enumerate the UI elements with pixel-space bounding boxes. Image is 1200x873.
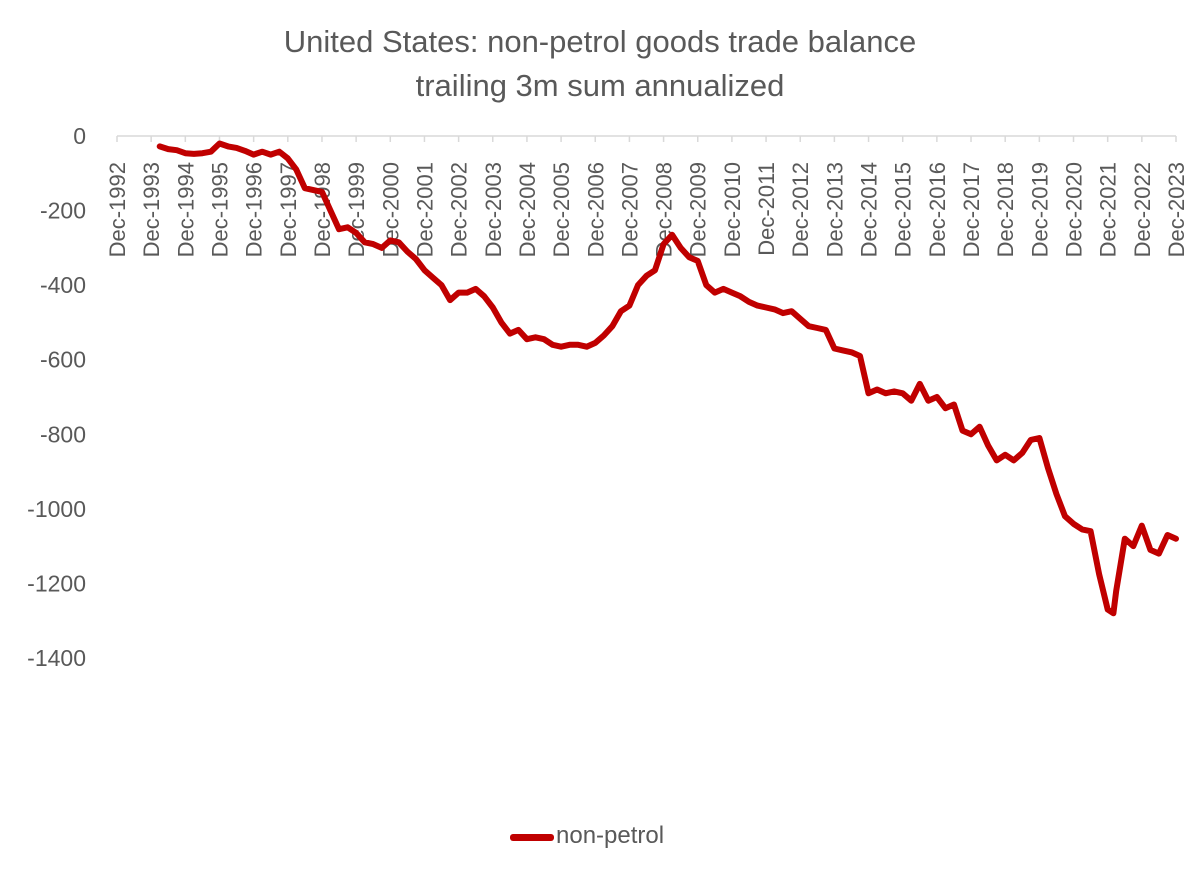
y-tick-label: -400 [40, 272, 86, 298]
y-tick-label: -800 [40, 421, 86, 447]
x-tick-label: Dec-1993 [139, 162, 164, 257]
x-tick-label: Dec-2021 [1096, 162, 1121, 257]
x-tick-label: Dec-1997 [276, 162, 301, 257]
x-tick-label: Dec-2011 [754, 162, 779, 256]
x-tick-label: Dec-1994 [173, 162, 198, 257]
chart-title: United States: non-petrol goods trade ba… [283, 24, 917, 59]
x-tick-label: Dec-1996 [242, 162, 267, 257]
y-tick-label: 0 [73, 123, 86, 149]
x-tick-label: Dec-2020 [1062, 162, 1087, 257]
x-tick-label: Dec-1995 [207, 162, 232, 257]
x-tick-label: Dec-2016 [925, 162, 950, 257]
x-tick-label: Dec-1992 [105, 162, 130, 257]
x-tick-label: Dec-2023 [1164, 162, 1189, 257]
x-tick-label: Dec-2017 [959, 162, 984, 257]
x-axis-tick-labels: Dec-1992 Dec-1993 Dec-1994 Dec-1995 Dec-1996… [105, 162, 1189, 257]
x-tick-label: Dec-2002 [447, 162, 472, 257]
y-tick-label: -200 [40, 198, 86, 224]
x-tick-label: Dec-2010 [720, 162, 745, 257]
chart-subtitle: trailing 3m sum annualized [415, 68, 785, 103]
series-line-non-petrol [156, 140, 1179, 617]
legend-swatch-non-petrol [510, 834, 554, 841]
x-tick-label: Dec-2015 [891, 162, 916, 257]
x-tick-label: Dec-2005 [549, 162, 574, 257]
x-tick-label: Dec-2004 [515, 162, 540, 257]
series-lines [156, 140, 1179, 617]
y-tick-label: -1000 [27, 496, 86, 522]
y-tick-label: -1200 [27, 570, 86, 596]
x-tick-label: Dec-2006 [583, 162, 608, 257]
x-tick-label: Dec-2007 [617, 162, 642, 257]
y-tick-label: -600 [40, 347, 86, 373]
x-tick-label: Dec-2022 [1130, 162, 1155, 257]
x-tick-label: Dec-2001 [412, 162, 437, 257]
x-tick-label: Dec-2009 [686, 162, 711, 257]
x-tick-label: Dec-2014 [857, 162, 882, 257]
y-axis-tick-labels: 0 -200 -400 -600 -800 -1000 -1200 -1400 [27, 123, 86, 671]
x-tick-label: Dec-2019 [1027, 162, 1052, 257]
x-tick-label: Dec-2003 [481, 162, 506, 257]
x-tick-label: Dec-2012 [788, 162, 813, 257]
axes [116, 135, 1177, 142]
y-tick-label: -1400 [27, 645, 86, 671]
legend-label-non-petrol: non-petrol [556, 822, 665, 849]
x-tick-label: Dec-2013 [822, 162, 847, 257]
x-tick-label: Dec-2018 [993, 162, 1018, 257]
